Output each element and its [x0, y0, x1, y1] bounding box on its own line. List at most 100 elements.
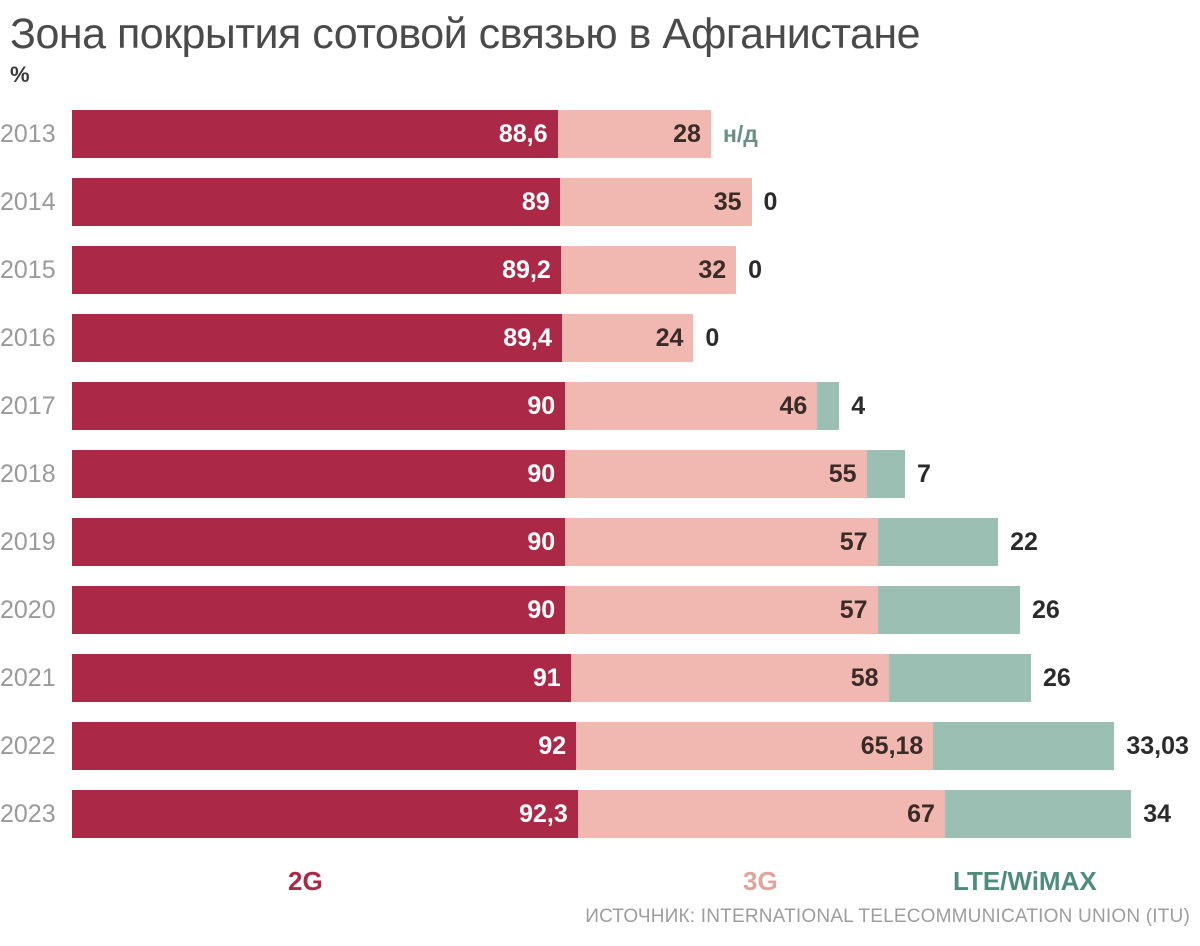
bar-value-2g: 90: [527, 459, 556, 488]
bar-segment-3g: 57: [565, 518, 878, 566]
bar-track: 89 35 0: [72, 178, 892, 226]
bar-segment-3g: 35: [559, 178, 752, 226]
bar-value-2g: 92: [538, 731, 567, 760]
bar-value-2g: 89,4: [503, 323, 552, 352]
bar-track: 89,4 24 0: [72, 314, 833, 362]
chart-row: 2018 90 55 7: [0, 450, 1200, 498]
bar-value-lte: 22: [1010, 527, 1038, 556]
bar-segment-3g: 67: [577, 790, 945, 838]
year-label: 2019: [0, 527, 56, 556]
bar-segment-3g: 32: [560, 246, 737, 294]
legend-item-lte: LTE/WiMAX: [953, 866, 1097, 896]
year-label: 2015: [0, 255, 56, 284]
bar-value-3g: 55: [828, 459, 857, 488]
bar-segment-2g: 88,6: [72, 110, 558, 158]
bar-value-3g: 57: [839, 595, 868, 624]
chart-row: 2015 89,2 32 0: [0, 246, 1200, 294]
bar-segment-3g: 65,18: [576, 722, 934, 770]
bar-track: 90 55 7: [72, 450, 1045, 498]
bar-track: 88,6 28 н/д: [72, 110, 851, 158]
year-label: 2021: [0, 663, 56, 692]
bar-segment-2g: 90: [72, 586, 566, 634]
bar-segment-2g: 90: [72, 518, 566, 566]
bar-track: 90 57 22: [72, 518, 1138, 566]
bar-value-3g: 67: [907, 799, 935, 828]
year-label: 2014: [0, 187, 56, 216]
bar-chart-plot: 2013 88,6 28 н/д 2014 89 35 0 2015 89,2 32 0 2016 89,…: [0, 110, 1200, 865]
bar-value-3g: 58: [850, 663, 879, 692]
bar-value-3g: 57: [839, 527, 868, 556]
bar-segment-lte: [888, 654, 1031, 702]
legend-item-3g: 3G: [743, 866, 778, 896]
source-note: ИСТОЧНИК: INTERNATIONAL TELECOMMUNICATIO…: [585, 906, 1190, 927]
bar-value-lte: 34: [1143, 799, 1172, 828]
chart-row: 2023 92,3 67 34: [0, 790, 1200, 838]
year-label: 2022: [0, 731, 56, 760]
bar-value-2g: 89,2: [502, 255, 551, 284]
bar-segment-3g: 55: [565, 450, 867, 498]
bar-segment-2g: 92: [72, 722, 577, 770]
year-label: 2023: [0, 799, 56, 828]
page-title: Зона покрытия сотовой связью в Афганиста…: [10, 10, 921, 58]
bar-segment-lte: [877, 518, 999, 566]
bar-value-lte: 0: [705, 323, 720, 352]
bar-value-lte: 4: [851, 391, 866, 420]
year-label: 2020: [0, 595, 56, 624]
bar-value-2g: 89: [521, 187, 550, 216]
bar-value-lte: 26: [1043, 663, 1071, 692]
bar-track: 89,2 32 0: [72, 246, 876, 294]
bar-track: 92,3 67 34: [72, 790, 1200, 838]
chart-row: 2022 92 65,18 33,03: [0, 722, 1200, 770]
legend-item-2g: 2G: [288, 866, 323, 896]
bar-value-lte: 26: [1032, 595, 1060, 624]
bar-segment-2g: 90: [72, 382, 566, 430]
bar-value-2g: 88,6: [498, 119, 548, 148]
bar-value-3g: 46: [779, 391, 808, 420]
bar-segment-2g: 89,2: [72, 246, 561, 294]
chart-legend: 2G 3G LTE/WiMAX: [0, 866, 1200, 904]
bar-segment-3g: 57: [565, 586, 878, 634]
bar-value-3g: 65,18: [860, 731, 924, 760]
bar-segment-lte: [817, 382, 840, 430]
bar-track: 90 57 26: [72, 586, 1160, 634]
bar-track: 90 46 4: [72, 382, 979, 430]
chart-row: 2019 90 57 22: [0, 518, 1200, 566]
bar-segment-2g: 92,3: [72, 790, 578, 838]
bar-value-lte: н/д: [722, 120, 758, 147]
chart-row: 2013 88,6 28 н/д: [0, 110, 1200, 158]
bar-segment-2g: 91: [72, 654, 571, 702]
bar-segment-lte: [866, 450, 905, 498]
bar-value-3g: 28: [673, 119, 701, 148]
chart-row: 2014 89 35 0: [0, 178, 1200, 226]
bar-value-3g: 32: [698, 255, 727, 284]
chart-row: 2016 89,4 24 0: [0, 314, 1200, 362]
bar-value-2g: 90: [527, 527, 556, 556]
bar-segment-2g: 90: [72, 450, 566, 498]
bar-value-lte: 33,03: [1126, 731, 1189, 760]
bar-value-2g: 90: [527, 595, 556, 624]
bar-segment-lte: [877, 586, 1021, 634]
bar-segment-3g: 46: [565, 382, 818, 430]
year-label: 2013: [0, 119, 56, 148]
bar-segment-2g: 89,4: [72, 314, 562, 362]
bar-value-lte: 7: [916, 459, 931, 488]
chart-row: 2017 90 46 4: [0, 382, 1200, 430]
bar-segment-lte: [944, 790, 1132, 838]
chart-row: 2020 90 57 26: [0, 586, 1200, 634]
year-label: 2016: [0, 323, 56, 352]
chart-row: 2021 91 58 26: [0, 654, 1200, 702]
bar-value-3g: 24: [655, 323, 684, 352]
bar-value-lte: 0: [748, 255, 763, 284]
bar-value-2g: 92,3: [519, 799, 568, 828]
year-label: 2018: [0, 459, 56, 488]
bar-track: 92 65,18 33,03: [72, 722, 1200, 770]
bar-value-3g: 35: [713, 187, 742, 216]
bar-segment-lte: [933, 722, 1115, 770]
bar-segment-2g: 89: [72, 178, 560, 226]
year-label: 2017: [0, 391, 56, 420]
bar-value-2g: 91: [532, 663, 561, 692]
bar-value-2g: 90: [527, 391, 556, 420]
bar-segment-3g: 28: [557, 110, 711, 158]
bar-value-lte: 0: [763, 187, 778, 216]
